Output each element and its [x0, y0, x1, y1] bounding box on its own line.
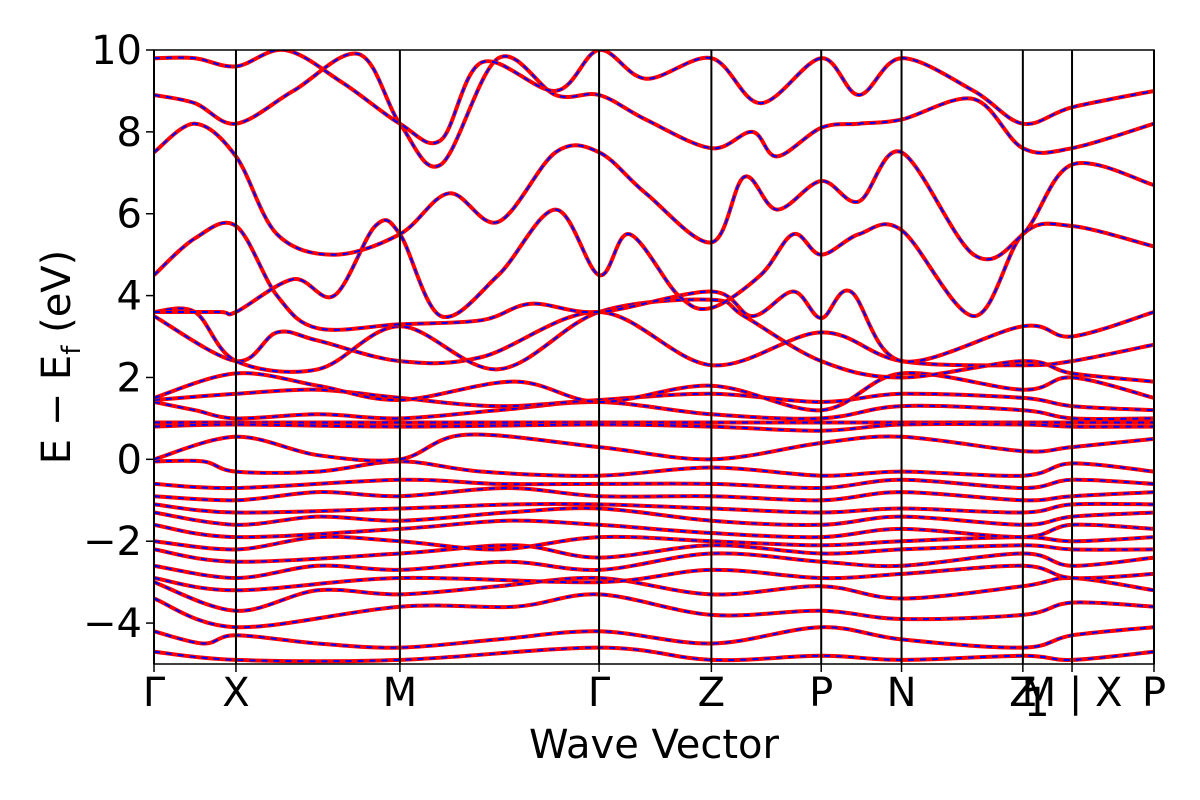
y-axis-title-subscript: f	[57, 345, 87, 355]
band-line-overlay-24	[154, 122, 1154, 261]
band-line-overlay-5	[154, 552, 1154, 580]
x-tick-label-10: P	[1142, 670, 1166, 716]
band-line-overlay-8	[154, 519, 1154, 539]
y-axis-title-unit: (eV)	[34, 250, 80, 346]
band-line-overlay-7	[154, 535, 1154, 551]
x-tick-label-0: Γ	[143, 670, 166, 716]
high-symmetry-lines	[153, 50, 1155, 664]
x-tick-label-6: N	[887, 670, 917, 716]
y-tick-label-2: 6	[117, 192, 142, 238]
band-line-overlay-17	[154, 400, 1154, 421]
band-line-12	[154, 477, 1154, 491]
x-tick-label-3: Γ	[588, 670, 611, 716]
x-tick-label-1: X	[222, 670, 249, 716]
x-tick-label-2: M	[383, 670, 418, 716]
band-line-20	[154, 309, 1154, 368]
band-line-overlay-23	[154, 208, 1154, 319]
band-line-overlay-4	[154, 564, 1154, 592]
band-line-17	[154, 399, 1154, 422]
band-line-24	[154, 121, 1154, 262]
band-line-overlay-18	[154, 388, 1154, 412]
band-line-10	[154, 501, 1154, 515]
band-line-15	[154, 421, 1154, 433]
x-tick-label-9: M | X	[1022, 670, 1123, 716]
band-line-0	[154, 645, 1154, 664]
y-axis-ticks: 10 8 6 4 2 0 −2 −4	[83, 28, 154, 647]
band-line-overlay-9	[154, 507, 1154, 526]
band-line-16	[154, 432, 1154, 463]
band-line-21	[154, 297, 1154, 384]
y-tick-label-4: 2	[117, 355, 142, 401]
y-tick-label-0: 10	[91, 28, 142, 74]
band-line-overlay-0	[154, 646, 1154, 663]
x-tick-label-4: Z	[698, 670, 725, 716]
band-line-25	[154, 51, 1154, 169]
y-axis-title: E − Ef (eV)	[34, 250, 87, 465]
band-line-overlay-25	[154, 52, 1154, 168]
y-tick-label-6: −2	[83, 519, 142, 565]
band-line-overlay-22	[154, 221, 1154, 363]
band-line-overlay-26	[154, 50, 1154, 145]
band-line-overlay-1	[154, 626, 1154, 649]
x-tick-label-7: Z	[1009, 670, 1036, 716]
band-line-overlay-10	[154, 502, 1154, 514]
band-line-2	[154, 592, 1154, 630]
band-line-overlay-21	[154, 298, 1154, 383]
band-line-overlay-15	[154, 422, 1154, 432]
band-line-overlay-13	[154, 459, 1154, 477]
y-tick-label-3: 4	[117, 274, 142, 320]
y-tick-label-7: −4	[83, 601, 142, 647]
band-lines	[154, 50, 1154, 664]
band-line-1	[154, 625, 1154, 650]
y-tick-label-1: 8	[117, 110, 142, 156]
x-tick-label-5: P	[809, 670, 833, 716]
band-line-22	[154, 220, 1154, 364]
x-tick-label-8: 1	[1024, 680, 1049, 726]
band-line-overlay-12	[154, 478, 1154, 490]
band-line-overlay-6	[154, 544, 1154, 563]
x-axis-title: Wave Vector	[529, 722, 780, 768]
y-axis-title-main: E − E	[34, 355, 80, 465]
band-line-overlay-11	[154, 486, 1154, 502]
y-tick-label-5: 0	[117, 437, 142, 483]
band-line-13	[154, 458, 1154, 478]
plot-frame	[153, 49, 1155, 665]
